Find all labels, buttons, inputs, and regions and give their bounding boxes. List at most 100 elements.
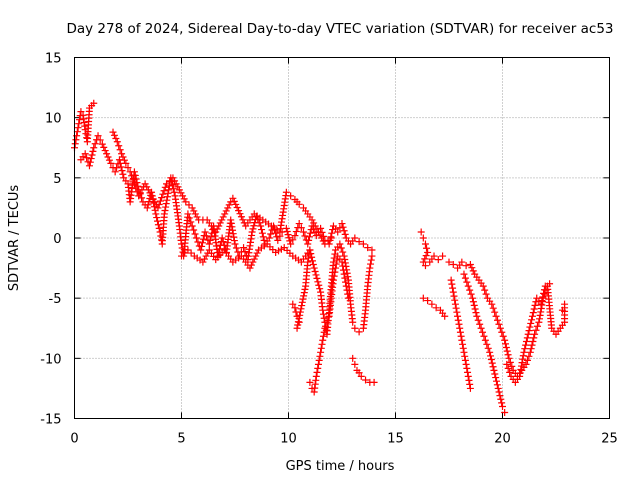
data-point [488,300,496,308]
data-point [74,124,82,132]
data-point [236,210,244,218]
data-point [540,286,548,294]
data-point [355,369,363,377]
data-point [297,224,305,232]
data-point [286,237,294,245]
data-point [494,316,502,324]
data-point [487,352,495,360]
data-point [101,147,109,155]
data-point [294,318,302,326]
data-point [528,312,536,320]
data-point [305,233,313,241]
data-point [489,363,497,371]
data-point [159,190,167,198]
data-point [525,327,533,335]
data-point [314,278,322,286]
data-point [154,221,162,229]
data-point [229,194,237,202]
data-point [162,203,170,211]
data-point [305,236,313,244]
data-point [501,408,509,416]
grid-lines [74,57,610,419]
data-point [89,147,97,155]
data-point [561,300,569,308]
data-point [524,330,532,338]
data-point [274,236,282,244]
data-point [419,234,427,242]
data-point [198,242,206,250]
data-point [178,252,185,260]
data-point [113,164,121,172]
data-point [141,180,149,188]
data-point [343,269,351,277]
data-point [299,295,307,303]
data-point [184,246,192,254]
data-point [81,150,89,158]
data-point [342,278,350,286]
data-point [421,240,429,248]
data-point [459,344,467,352]
data-point [501,340,509,348]
data-point [83,154,91,162]
data-point [504,351,512,359]
plot-frame [74,57,610,419]
data-point [432,304,440,312]
data-point [156,197,164,205]
data-point [191,230,199,238]
data-point [90,144,98,152]
data-point [109,128,117,136]
data-point [461,356,469,364]
data-point [532,298,540,306]
data-point [253,249,261,257]
data-point [295,220,303,228]
x-tick-label: 15 [387,432,404,447]
data-point [235,207,243,215]
data-point [522,360,530,368]
data-point [75,120,83,128]
data-point [458,336,466,344]
data-point [96,136,104,144]
data-point [259,233,267,241]
data-point [481,286,489,294]
data-point [299,228,307,236]
data-point [320,328,328,336]
data-point [314,364,322,372]
data-point [498,399,506,407]
data-point [364,244,372,252]
data-point [119,170,127,178]
data-point [86,158,94,166]
data-point [450,292,458,300]
data-point [246,264,254,272]
data-point [479,328,487,336]
data-point [113,138,121,146]
data-point [218,216,226,224]
data-point [287,240,295,248]
data-point [523,334,531,342]
data-point [122,159,130,167]
data-point [230,237,238,245]
data-point [72,136,80,144]
data-point [453,308,461,316]
data-point [310,219,318,227]
data-point [291,232,299,240]
data-point [423,244,431,252]
data-point [320,314,328,322]
data-point [191,210,199,218]
data-point [449,284,457,292]
data-point [160,210,168,218]
data-point [517,362,525,370]
data-point [202,232,210,240]
data-point [344,290,352,298]
data-point [285,234,293,242]
data-point [538,297,546,305]
data-point [267,230,275,238]
data-point [529,337,537,345]
data-point [464,368,472,376]
data-point [154,217,162,225]
data-point [366,264,374,272]
data-point [339,262,347,270]
data-point [494,384,502,392]
data-point [77,108,85,116]
data-point [501,336,509,344]
data-point [103,150,111,158]
